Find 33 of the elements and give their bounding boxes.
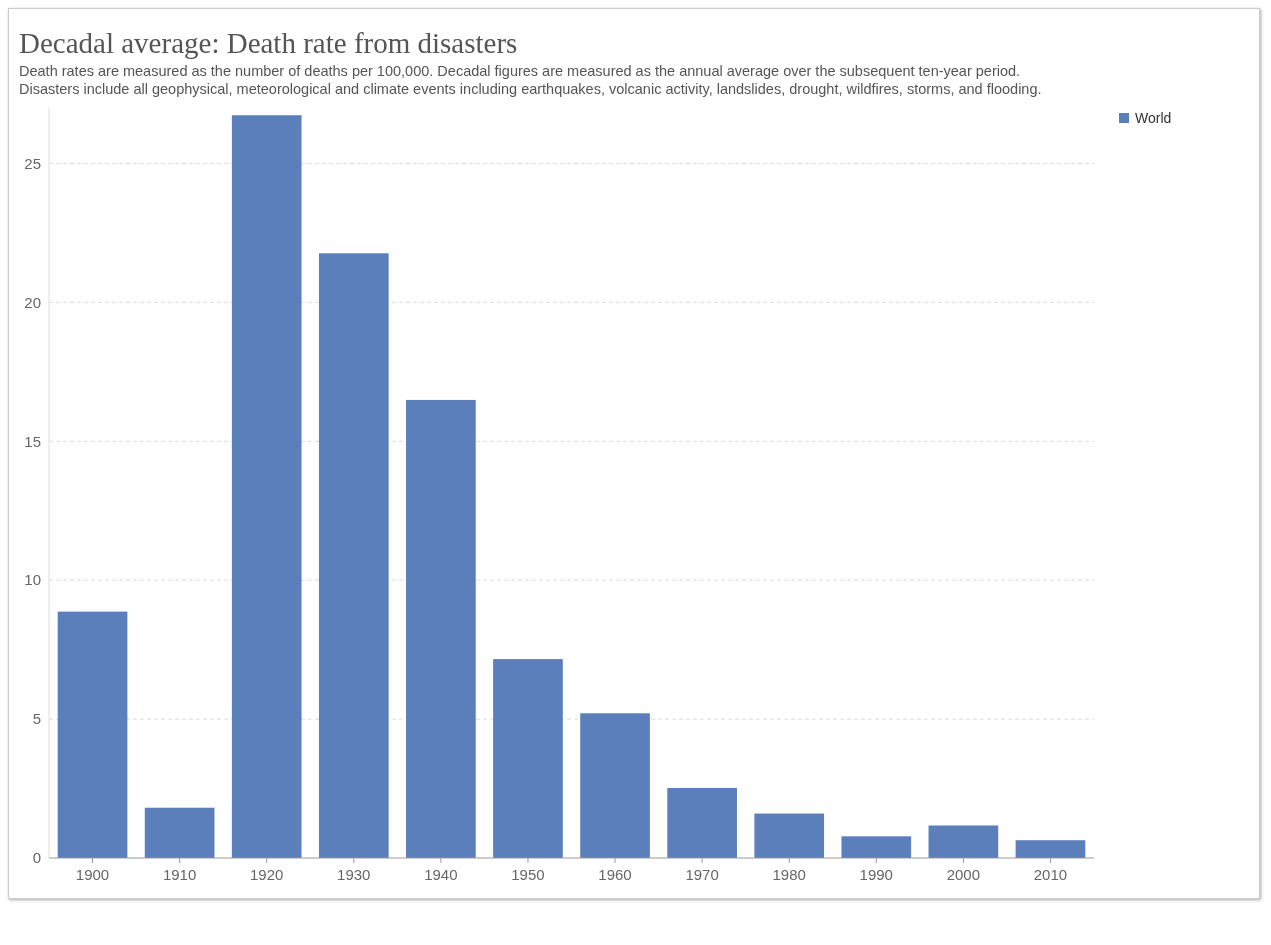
bar (754, 813, 825, 858)
bar (144, 807, 215, 858)
x-tick-label: 1900 (75, 866, 110, 883)
x-tick-label: 2000 (946, 866, 981, 883)
x-tick-label: 1910 (162, 866, 197, 883)
x-tick-label: 2010 (1033, 866, 1068, 883)
bar (318, 253, 389, 858)
y-tick-label: 0 (32, 849, 41, 867)
x-tick-label: 1990 (859, 866, 893, 883)
bar (406, 399, 476, 858)
bar (667, 788, 737, 858)
y-tick-label: 5 (32, 710, 41, 728)
chart-title: Decadal average: Death rate from disasters (19, 27, 519, 60)
legend-label: World (1135, 109, 1172, 126)
chart-subtitle: Death rates are measured as the number of deaths per 100,000. Decadal figures are measured as the annual average over the subsequent ten-year period. Disasters include all geophysical, meteorological and climate events including earthquakes, volcanic activity, landslides, drought, wildfires, storms, and flooding. (19, 62, 1043, 98)
bar (57, 611, 128, 858)
y-tick-label: 10 (24, 571, 41, 589)
bar (841, 836, 912, 858)
x-tick-label: 1940 (424, 866, 458, 883)
bar (493, 659, 563, 858)
bar (231, 115, 302, 858)
x-tick-label: 1920 (250, 866, 284, 883)
x-tick-label: 1950 (511, 866, 545, 883)
bar (928, 825, 999, 858)
x-tick-label: 1980 (772, 866, 806, 883)
x-tick-label: 1970 (685, 866, 719, 883)
x-tick-label: 1930 (337, 866, 371, 883)
bar (1015, 840, 1086, 858)
x-tick-label: 1960 (598, 866, 632, 883)
y-tick-label: 15 (24, 432, 41, 450)
y-tick-label: 25 (24, 154, 41, 172)
bar (580, 713, 650, 858)
y-tick-label: 20 (24, 293, 41, 311)
